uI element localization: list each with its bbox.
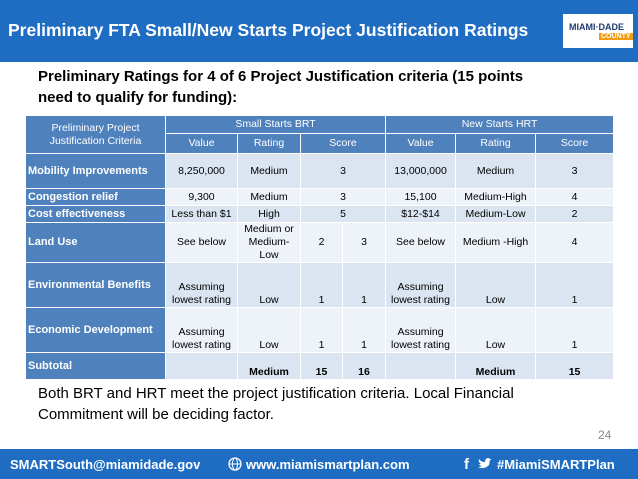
table-cell: 13,000,000 [385,153,457,189]
table-cell: 8,250,000 [165,153,238,189]
row-label: Cost effectiveness [25,205,166,223]
table-cell: 2 [300,222,343,263]
footer-bar: SMARTSouth@miamidade.gov www.miamismartp… [0,449,638,479]
table-cell: See below [385,222,457,263]
logo-text: COUNTY [599,33,633,40]
row-label: Environmental Benefits [25,262,166,308]
table-cell [385,352,457,380]
table-cell: 3 [299,153,387,189]
logo-text: MIAMI·DADE [569,22,624,32]
table-cell: 1 [300,307,343,353]
table-cell: Medium [237,153,301,189]
table-cell: 16 [341,352,387,380]
table-cell: Low [237,307,301,353]
table-cell: Medium-High [455,188,537,206]
table-cell: 5 [299,205,387,223]
table-cell: Medium [455,153,537,189]
table-cell: 3 [535,153,615,189]
table-cell: Assuming lowest rating [385,262,457,308]
table-cell: 9,300 [165,188,238,206]
table-cell: Low [237,262,301,308]
header-row: Preliminary Project Justification Criter… [25,115,615,154]
header-cell: Score [535,133,615,154]
row-label: Economic Development [25,307,166,353]
title-bar: Preliminary FTA Small/New Starts Project… [0,0,638,62]
header-cell: Value [165,133,238,154]
table-cell: 1 [300,262,343,308]
page-number: 24 [598,428,612,442]
table-cell: Medium [237,352,301,380]
header-cell: Small Starts BRT [164,115,387,134]
header-cell: Rating [237,133,301,154]
conclusion: Both BRT and HRT meet the project justif… [38,385,514,423]
table-row: Mobility Improvements 8,250,000 Medium 3 13,… [25,153,615,189]
header-cell: Preliminary Project Justification Criter… [25,115,166,154]
table-cell: 1 [341,307,387,353]
table-cell: 1 [535,262,615,308]
table-row: Cost effectiveness Less than $1 High 5 $12-$… [25,205,615,223]
table-cell: 4 [535,188,615,206]
table-cell: 15,100 [385,188,457,206]
footer-website: www.miamismartplan.com [246,457,410,472]
header-cell: Score [299,133,387,154]
footer-hashtag: #MiamiSMARTPlan [497,457,615,472]
table-cell [165,352,238,380]
table-cell: Assuming lowest rating [165,262,238,308]
intro-text: Preliminary Ratings for 4 of 6 Project J… [38,68,524,106]
logo: MIAMI·DADE COUNTY [563,14,633,48]
table-cell: High [237,205,301,223]
table-cell: Less than $1 [165,205,238,223]
table-cell: $12-$14 [385,205,457,223]
table-cell: Medium [237,188,301,206]
table-cell: Assuming lowest rating [165,307,238,353]
table-cell: 1 [341,262,387,308]
table-cell: 2 [535,205,615,223]
ratings-table: Preliminary Project Justification Criter… [25,115,615,380]
table-cell: 15 [535,352,615,380]
header-row: Value Rating Score Value Rating Score [26,133,615,154]
table-row: Economic Development Assuming lowest rati… [25,307,615,353]
header-cell: Value [385,133,457,154]
table-cell: Medium -High [455,222,537,263]
table-row: Environmental Benefits Assuming lowest ra… [25,262,615,308]
row-label: Congestion relief [25,188,166,206]
table-cell: See below [165,222,238,263]
row-label: Subtotal [25,352,166,380]
table-cell: 3 [299,188,387,206]
table-row: Land Use See below Medium or Medium-Low 2 3 S… [25,222,615,263]
header-cell: Rating [455,133,537,154]
footer-email: SMARTSouth@miamidade.gov [10,457,201,472]
table-row: Congestion relief 9,300 Medium 3 15,100 Mediu… [25,188,615,206]
table-cell: 15 [300,352,343,380]
table-cell: 4 [535,222,615,263]
table-cell: Low [455,262,537,308]
social-icons: f [464,456,492,472]
table-cell: Medium-Low [455,205,537,223]
table-row: Subtotal Medium 15 16 Medium 15 [25,352,615,380]
svg-text:f: f [464,456,470,472]
row-label: Mobility Improvements [25,153,166,189]
title: Preliminary FTA Small/New Starts Project… [8,20,529,40]
globe-icon [228,457,242,471]
table-cell: Medium [455,352,537,380]
table-cell: 3 [341,222,387,263]
table-cell: Assuming lowest rating [385,307,457,353]
table-cell: Medium or Medium-Low [237,222,301,263]
header-cell: New Starts HRT [385,115,615,134]
row-label: Land Use [25,222,166,263]
table-cell: Low [455,307,537,353]
table-cell: 1 [535,307,615,353]
